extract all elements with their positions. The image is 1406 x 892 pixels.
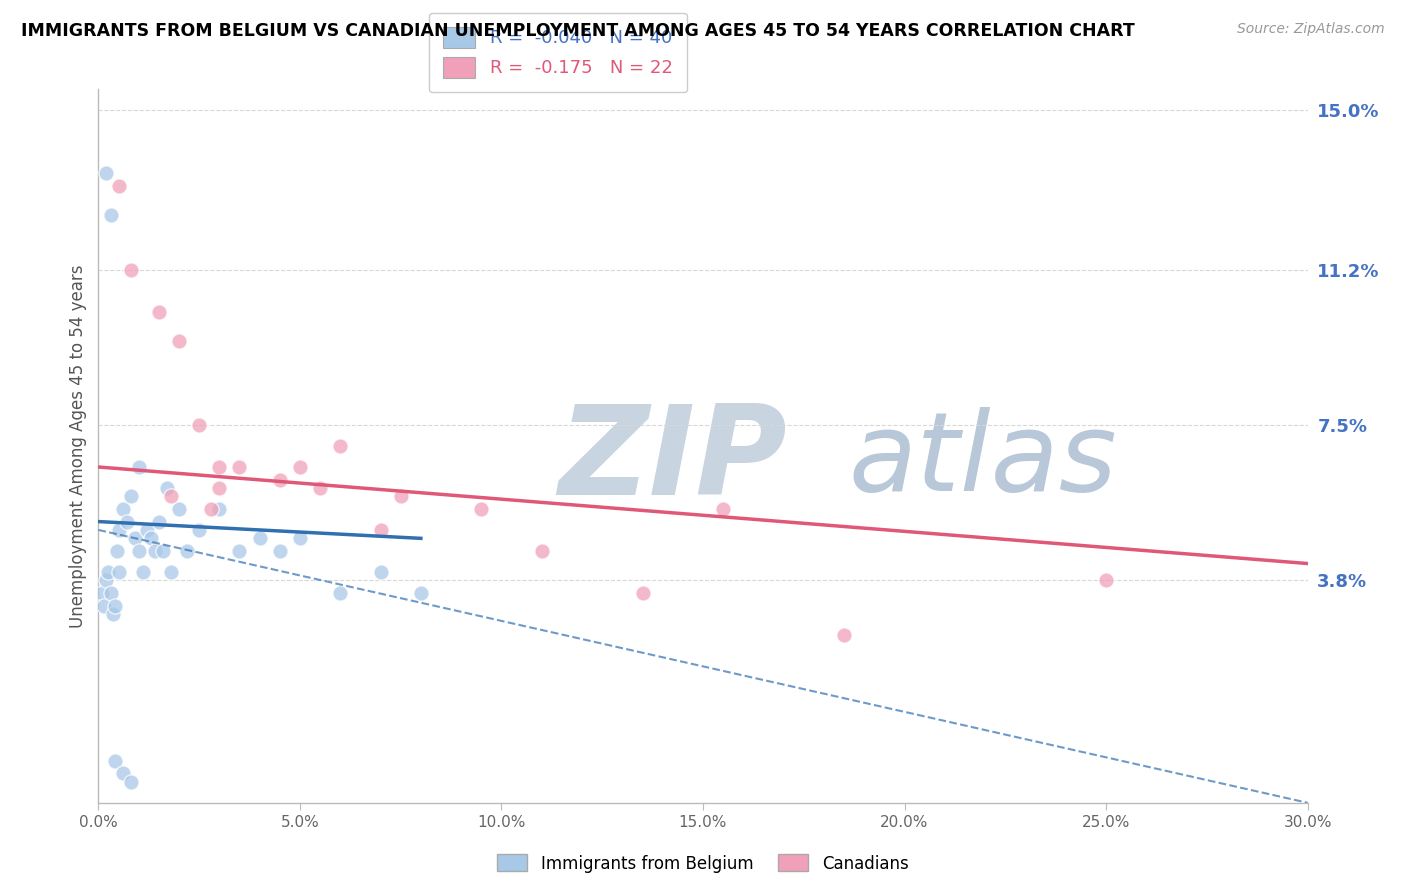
- Point: [389, 489, 412, 503]
- Point: [124, 532, 146, 546]
- Point: [228, 460, 250, 475]
- Point: [97, 565, 120, 579]
- Legend: Immigrants from Belgium, Canadians: Immigrants from Belgium, Canadians: [491, 847, 915, 880]
- Point: [152, 544, 174, 558]
- Point: [96, 166, 118, 180]
- Point: [176, 544, 198, 558]
- Point: [409, 586, 432, 600]
- Point: [228, 544, 250, 558]
- Point: [188, 417, 211, 432]
- Point: [132, 565, 155, 579]
- Point: [120, 262, 142, 277]
- Point: [128, 544, 150, 558]
- Text: ZIP: ZIP: [558, 400, 786, 521]
- Point: [120, 774, 142, 789]
- Point: [111, 502, 134, 516]
- Point: [107, 178, 129, 193]
- Point: [188, 523, 211, 537]
- Point: [115, 515, 138, 529]
- Point: [148, 515, 170, 529]
- Point: [288, 460, 311, 475]
- Point: [148, 304, 170, 318]
- Point: [96, 574, 118, 588]
- Point: [249, 532, 271, 546]
- Point: [269, 473, 291, 487]
- Point: [329, 439, 352, 453]
- Point: [200, 502, 222, 516]
- Point: [107, 565, 129, 579]
- Point: [128, 460, 150, 475]
- Legend: R =  -0.040   N = 40, R =  -0.175   N = 22: R = -0.040 N = 40, R = -0.175 N = 22: [429, 12, 688, 92]
- Point: [139, 532, 162, 546]
- Point: [370, 523, 392, 537]
- Point: [107, 523, 129, 537]
- Point: [135, 523, 157, 537]
- Point: [631, 586, 654, 600]
- Point: [167, 502, 190, 516]
- Point: [329, 586, 352, 600]
- Point: [167, 334, 190, 348]
- Point: [160, 489, 183, 503]
- Point: [103, 754, 125, 768]
- Point: [208, 502, 231, 516]
- Point: [832, 628, 855, 642]
- Point: [208, 481, 231, 495]
- Y-axis label: Unemployment Among Ages 45 to 54 years: Unemployment Among Ages 45 to 54 years: [69, 264, 87, 628]
- Point: [269, 544, 291, 558]
- Point: [91, 586, 114, 600]
- Point: [1095, 574, 1118, 588]
- Text: IMMIGRANTS FROM BELGIUM VS CANADIAN UNEMPLOYMENT AMONG AGES 45 TO 54 YEARS CORRE: IMMIGRANTS FROM BELGIUM VS CANADIAN UNEM…: [21, 22, 1135, 40]
- Point: [101, 607, 124, 621]
- Point: [309, 481, 332, 495]
- Point: [470, 502, 492, 516]
- Point: [156, 481, 179, 495]
- Point: [103, 599, 125, 613]
- Text: atlas: atlas: [848, 407, 1116, 514]
- Point: [105, 544, 128, 558]
- Point: [711, 502, 734, 516]
- Point: [93, 599, 115, 613]
- Point: [208, 460, 231, 475]
- Point: [370, 565, 392, 579]
- Point: [530, 544, 553, 558]
- Text: Source: ZipAtlas.com: Source: ZipAtlas.com: [1237, 22, 1385, 37]
- Point: [111, 766, 134, 780]
- Point: [100, 586, 122, 600]
- Point: [100, 208, 122, 222]
- Point: [288, 532, 311, 546]
- Point: [143, 544, 166, 558]
- Point: [120, 489, 142, 503]
- Point: [160, 565, 183, 579]
